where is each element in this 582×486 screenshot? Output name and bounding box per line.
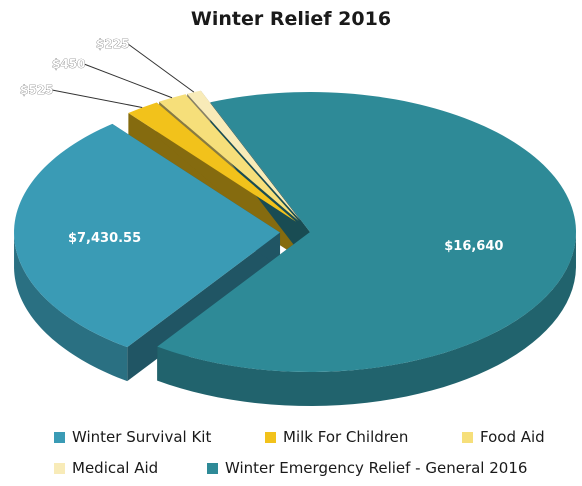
pie-labels: $16,640 $7,430.55 $525 $450 $225 <box>20 37 504 254</box>
leader-line <box>51 89 143 109</box>
legend-swatch <box>54 462 65 474</box>
legend-label: Winter Survival Kit <box>72 428 212 446</box>
legend-label: Winter Emergency Relief - General 2016 <box>225 459 528 477</box>
legend-item-winter-survival-kit: Winter Survival Kit <box>54 428 211 446</box>
pie-slice-winter-survival-kit <box>14 123 281 348</box>
data-label: $525 <box>20 83 53 97</box>
legend-label: Food Aid <box>480 428 545 446</box>
legend-swatch <box>265 431 276 443</box>
legend-swatch <box>54 431 65 443</box>
legend-item-medical-aid: Medical Aid <box>54 459 158 477</box>
data-label: $16,640 <box>444 239 503 254</box>
data-label: $7,430.55 <box>68 231 141 246</box>
data-label: $450 <box>52 57 85 71</box>
legend-item-winter-emergency-relief: Winter Emergency Relief - General 2016 <box>207 459 527 477</box>
pie-slice-food-aid <box>159 94 299 221</box>
leader-line <box>83 63 173 99</box>
legend-item-food-aid: Food Aid <box>462 428 545 446</box>
legend-swatch <box>462 431 473 443</box>
slice-side-wall <box>157 233 576 406</box>
leader-line <box>127 43 195 93</box>
legend-label: Milk For Children <box>283 428 409 446</box>
pie-tops <box>14 90 577 372</box>
legend-item-milk-for-children: Milk For Children <box>265 428 408 446</box>
pie-slice-medical-aid <box>187 90 301 221</box>
legend-label: Medical Aid <box>72 459 159 477</box>
pie-slice-milk-for-children <box>128 102 297 222</box>
legend-swatch <box>207 462 218 474</box>
slice-side-wall <box>14 231 128 382</box>
data-label: $225 <box>96 37 129 51</box>
pie-slice-winter-emergency-relief-general-2016 <box>157 91 577 372</box>
chart-title: Winter Relief 2016 <box>190 8 392 30</box>
